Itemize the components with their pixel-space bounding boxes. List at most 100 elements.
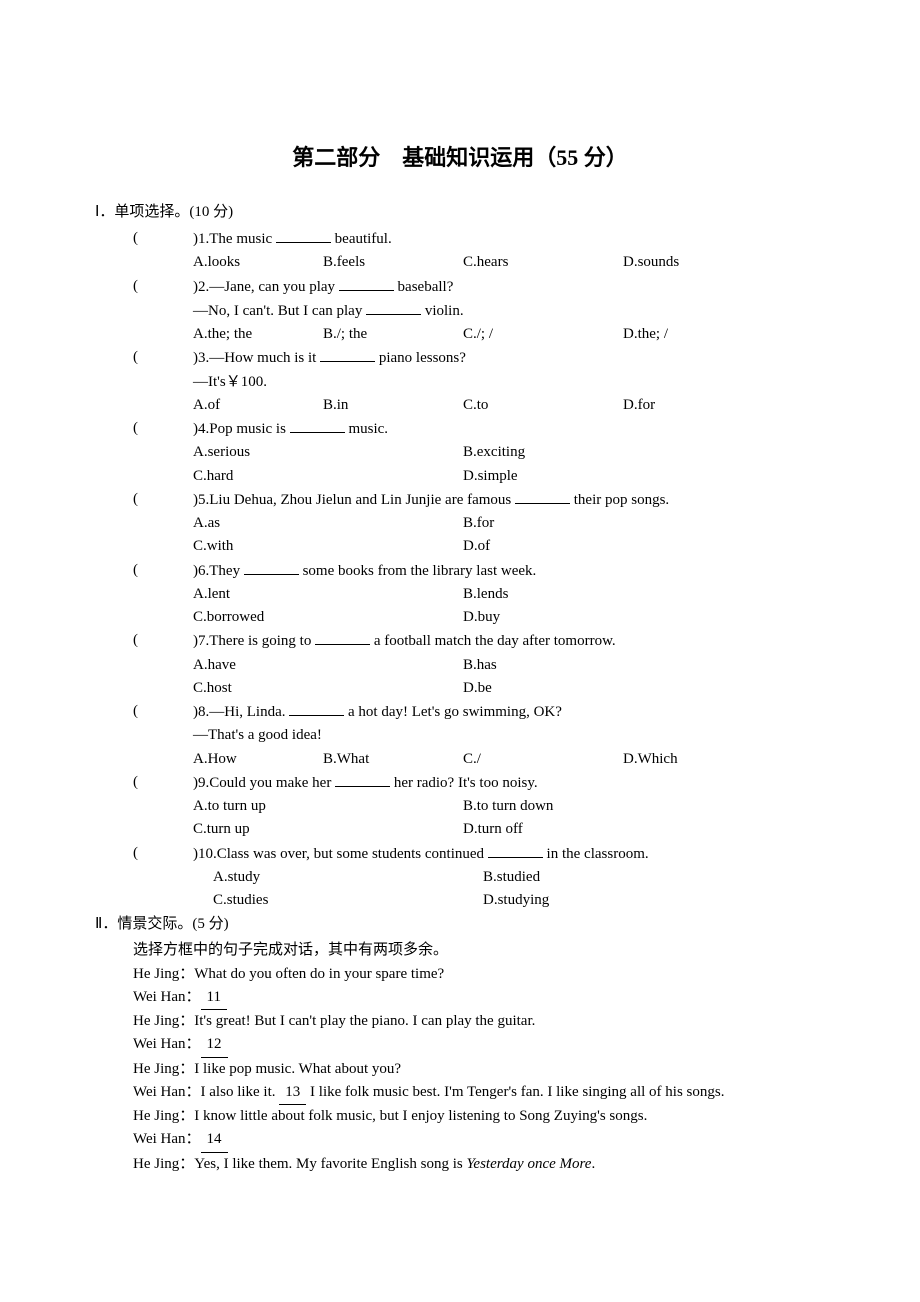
fill-blank[interactable]: [289, 700, 344, 716]
dialogue-line: He Jing：What do you often do in your spa…: [95, 963, 825, 986]
option[interactable]: D.studying: [483, 889, 549, 912]
numbered-blank[interactable]: 14: [201, 1128, 228, 1152]
fill-blank[interactable]: [315, 629, 370, 645]
fill-blank[interactable]: [320, 346, 375, 362]
fill-blank[interactable]: [335, 771, 390, 787]
question-row: ()3.—How much is it piano lessons?—It's￥…: [95, 346, 825, 417]
option[interactable]: B./; the: [323, 323, 463, 346]
options-row: A.seriousB.exciting: [193, 441, 825, 464]
option[interactable]: D.of: [463, 535, 490, 558]
numbered-blank[interactable]: 12: [201, 1033, 228, 1057]
option[interactable]: C.turn up: [193, 818, 463, 841]
answer-paren[interactable]: (: [95, 227, 193, 275]
option[interactable]: D.turn off: [463, 818, 523, 841]
option[interactable]: A.have: [193, 654, 463, 677]
option[interactable]: C.hears: [463, 251, 623, 274]
question-row: ()9.Could you make her her radio? It's t…: [95, 771, 825, 842]
option[interactable]: B.to turn down: [463, 795, 553, 818]
option[interactable]: B.lends: [463, 583, 508, 606]
answer-paren[interactable]: (: [95, 417, 193, 488]
options-row: A.asB.for: [193, 512, 825, 535]
question-body: )10.Class was over, but some students co…: [193, 842, 825, 913]
numbered-blank[interactable]: 11: [201, 986, 227, 1010]
answer-paren[interactable]: (: [95, 629, 193, 700]
question-row: ()7.There is going to a football match t…: [95, 629, 825, 700]
fill-blank[interactable]: [366, 299, 421, 315]
answer-paren[interactable]: (: [95, 488, 193, 559]
options-row: C.turn upD.turn off: [193, 818, 825, 841]
dialogue-line: Wei Han： 11: [95, 986, 825, 1010]
option[interactable]: D.buy: [463, 606, 500, 629]
option[interactable]: D.sounds: [623, 251, 679, 274]
italic-title: Yesterday once More: [466, 1156, 591, 1172]
option[interactable]: C./: [463, 748, 623, 771]
option[interactable]: B.studied: [483, 866, 540, 889]
question-row: ()4.Pop music is music.A.seriousB.exciti…: [95, 417, 825, 488]
answer-paren[interactable]: (: [95, 700, 193, 771]
options-row: A.studyB.studied: [193, 866, 825, 889]
option[interactable]: C.borrowed: [193, 606, 463, 629]
options-row: A.to turn upB.to turn down: [193, 795, 825, 818]
answer-paren[interactable]: (: [95, 346, 193, 417]
speaker-label: He Jing：: [133, 1156, 194, 1172]
speaker-label: He Jing：: [133, 1061, 194, 1077]
option[interactable]: B.in: [323, 394, 463, 417]
option[interactable]: A.of: [193, 394, 323, 417]
option[interactable]: A.lent: [193, 583, 463, 606]
question-body: )3.—How much is it piano lessons?—It's￥1…: [193, 346, 825, 417]
options-row: C.studiesD.studying: [193, 889, 825, 912]
section-2-dialogue: He Jing：What do you often do in your spa…: [95, 963, 825, 1176]
option[interactable]: B.feels: [323, 251, 463, 274]
option[interactable]: C.with: [193, 535, 463, 558]
option[interactable]: D.Which: [623, 748, 678, 771]
options-row: C.hardD.simple: [193, 465, 825, 488]
speaker-label: Wei Han：: [133, 1131, 201, 1147]
options-row: C.hostD.be: [193, 677, 825, 700]
option[interactable]: A.to turn up: [193, 795, 463, 818]
option[interactable]: D.be: [463, 677, 492, 700]
options-row: A.haveB.has: [193, 654, 825, 677]
option[interactable]: B.What: [323, 748, 463, 771]
option[interactable]: A.looks: [193, 251, 323, 274]
question-row: ()8.—Hi, Linda. a hot day! Let's go swim…: [95, 700, 825, 771]
fill-blank[interactable]: [488, 842, 543, 858]
question-body: )2.—Jane, can you play baseball?—No, I c…: [193, 275, 825, 347]
section-1-questions: ()1.The music beautiful.A.looksB.feelsC.…: [95, 227, 825, 912]
option[interactable]: D.for: [623, 394, 655, 417]
option[interactable]: B.has: [463, 654, 497, 677]
fill-blank[interactable]: [339, 275, 394, 291]
option[interactable]: A.serious: [193, 441, 463, 464]
option[interactable]: B.exciting: [463, 441, 525, 464]
answer-paren[interactable]: (: [95, 771, 193, 842]
option[interactable]: A.study: [213, 866, 483, 889]
question-row: ()1.The music beautiful.A.looksB.feelsC.…: [95, 227, 825, 275]
page-title: 第二部分 基础知识运用（55 分）: [95, 140, 825, 172]
option[interactable]: B.for: [463, 512, 494, 535]
option[interactable]: A.the; the: [193, 323, 323, 346]
question-body: )7.There is going to a football match th…: [193, 629, 825, 700]
answer-paren[interactable]: (: [95, 842, 193, 913]
options-row: A.lentB.lends: [193, 583, 825, 606]
numbered-blank[interactable]: 13: [279, 1081, 306, 1105]
dialogue-line: Wei Han： 12: [95, 1033, 825, 1057]
speaker-label: He Jing：: [133, 1108, 194, 1124]
answer-paren[interactable]: (: [95, 275, 193, 347]
question-body: )4.Pop music is music.A.seriousB.excitin…: [193, 417, 825, 488]
question-body: )8.—Hi, Linda. a hot day! Let's go swimm…: [193, 700, 825, 771]
option[interactable]: A.as: [193, 512, 463, 535]
option[interactable]: C.studies: [213, 889, 483, 912]
question-body: )5.Liu Dehua, Zhou Jielun and Lin Junjie…: [193, 488, 825, 559]
answer-paren[interactable]: (: [95, 559, 193, 630]
section-2-intro: 选择方框中的句子完成对话，其中有两项多余。: [95, 939, 825, 962]
fill-blank[interactable]: [244, 559, 299, 575]
fill-blank[interactable]: [276, 227, 331, 243]
fill-blank[interactable]: [290, 417, 345, 433]
option[interactable]: C./; /: [463, 323, 623, 346]
option[interactable]: D.simple: [463, 465, 518, 488]
option[interactable]: C.hard: [193, 465, 463, 488]
fill-blank[interactable]: [515, 488, 570, 504]
option[interactable]: D.the; /: [623, 323, 668, 346]
option[interactable]: C.to: [463, 394, 623, 417]
option[interactable]: C.host: [193, 677, 463, 700]
option[interactable]: A.How: [193, 748, 323, 771]
